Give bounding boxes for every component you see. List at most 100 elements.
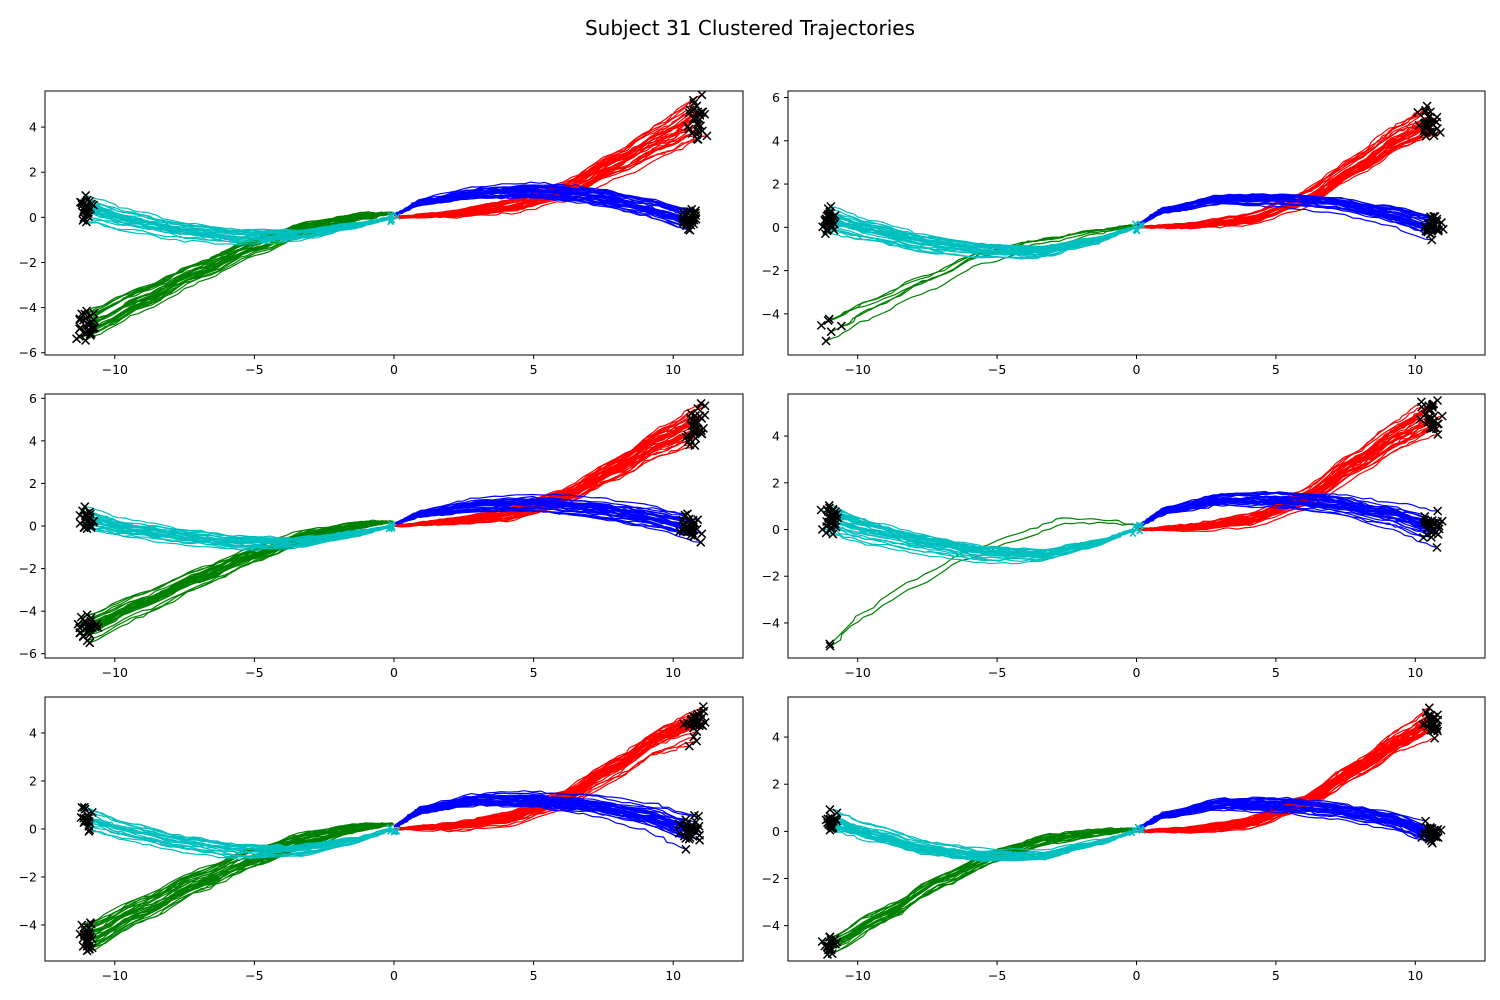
end-marker — [77, 920, 87, 930]
trajectory-line — [832, 528, 1137, 561]
end-marker — [700, 401, 710, 411]
series-cyan — [826, 809, 1137, 863]
end-markers — [816, 395, 1447, 651]
trajectory-line — [89, 516, 395, 541]
x-tick-label: 5 — [530, 968, 538, 983]
trajectory-line — [393, 503, 683, 525]
trajectory-line — [393, 186, 695, 219]
end-marker — [76, 612, 86, 622]
y-tick-label: −2 — [762, 263, 780, 278]
end-marker — [85, 512, 95, 522]
y-tick-label: 2 — [29, 165, 37, 180]
end-marker — [691, 210, 701, 221]
end-marker — [84, 944, 94, 954]
trajectory-line — [1136, 501, 1438, 549]
start-marker — [1137, 521, 1145, 530]
end-marker — [824, 314, 834, 324]
subplot-top-right: −10 −5 0 5 10 −4 −2 0 2 4 6 — [762, 90, 1486, 377]
end-marker — [1433, 225, 1444, 235]
trajectory-line — [1136, 116, 1429, 229]
end-marker — [1418, 720, 1428, 730]
end-marker — [1429, 115, 1439, 125]
end-marker — [685, 440, 695, 450]
end-marker — [83, 628, 93, 638]
end-marker — [1421, 708, 1431, 718]
start-marker — [1128, 829, 1136, 837]
end-marker — [84, 923, 94, 933]
start-marker — [1131, 220, 1139, 228]
y-tick-label: 2 — [772, 475, 780, 490]
x-tick-label: −5 — [245, 665, 263, 680]
end-marker — [690, 213, 700, 223]
end-marker — [73, 619, 83, 629]
y-tick-label: −6 — [19, 345, 37, 360]
start-marker — [388, 524, 396, 532]
trajectory-line — [393, 736, 694, 833]
end-marker — [674, 819, 684, 829]
end-marker — [697, 529, 707, 539]
trajectory-line — [833, 226, 1137, 260]
end-marker — [681, 833, 691, 843]
trajectory-line — [85, 212, 395, 341]
end-marker — [826, 821, 836, 831]
end-markers — [817, 703, 1446, 959]
trajectory-line — [1136, 504, 1432, 538]
y-tick-label: 4 — [29, 120, 37, 135]
series-blue — [393, 493, 703, 543]
end-marker — [821, 815, 831, 825]
end-marker — [693, 719, 703, 729]
series-cyan — [80, 194, 395, 246]
end-marker — [1426, 424, 1436, 434]
trajectory-line — [393, 796, 695, 829]
series-blue — [1136, 796, 1442, 844]
x-tick-label: 5 — [1272, 362, 1280, 377]
end-marker — [1423, 832, 1433, 842]
series-cyan — [822, 205, 1137, 260]
series-red — [393, 705, 706, 833]
end-marker — [86, 919, 96, 929]
end-marker — [1419, 518, 1429, 528]
start-marker — [1136, 221, 1144, 229]
end-marker — [690, 425, 701, 435]
end-marker — [1431, 225, 1441, 235]
end-marker — [1427, 235, 1437, 245]
y-tick-label: −4 — [762, 918, 780, 933]
end-marker — [82, 524, 92, 534]
trajectory-line — [86, 512, 395, 540]
end-marker — [832, 509, 842, 519]
end-marker — [816, 320, 826, 330]
x-tick-label: −10 — [845, 665, 871, 680]
y-tick-label: −4 — [19, 300, 37, 315]
end-marker — [829, 225, 839, 235]
end-marker — [674, 828, 684, 838]
x-tick-label: 5 — [1272, 968, 1280, 983]
y-tick-label: 0 — [772, 522, 780, 537]
start-markers — [1131, 220, 1146, 235]
end-marker — [692, 736, 702, 746]
end-marker — [75, 510, 85, 520]
end-marker — [1427, 719, 1437, 730]
x-tick-label: 10 — [665, 362, 681, 377]
end-marker — [82, 610, 92, 620]
end-marker — [684, 741, 694, 751]
trajectory-line — [1136, 193, 1439, 231]
end-marker — [1437, 516, 1447, 526]
trajectory-line — [84, 808, 395, 849]
end-marker — [684, 834, 694, 844]
end-marker — [675, 526, 685, 536]
end-marker — [687, 204, 697, 214]
end-marker — [825, 641, 835, 651]
series-blue — [393, 790, 700, 850]
end-markers — [72, 91, 712, 345]
trajectory-line — [90, 513, 395, 541]
trajectory-line — [830, 825, 1137, 863]
trajectory-line — [393, 722, 697, 830]
trajectory-line — [1136, 196, 1437, 231]
end-marker — [697, 429, 707, 439]
y-tick-label: 6 — [772, 90, 780, 105]
trajectory-line — [393, 181, 684, 216]
end-marker — [685, 105, 695, 115]
y-tick-label: 2 — [29, 774, 37, 789]
start-markers — [386, 824, 401, 836]
